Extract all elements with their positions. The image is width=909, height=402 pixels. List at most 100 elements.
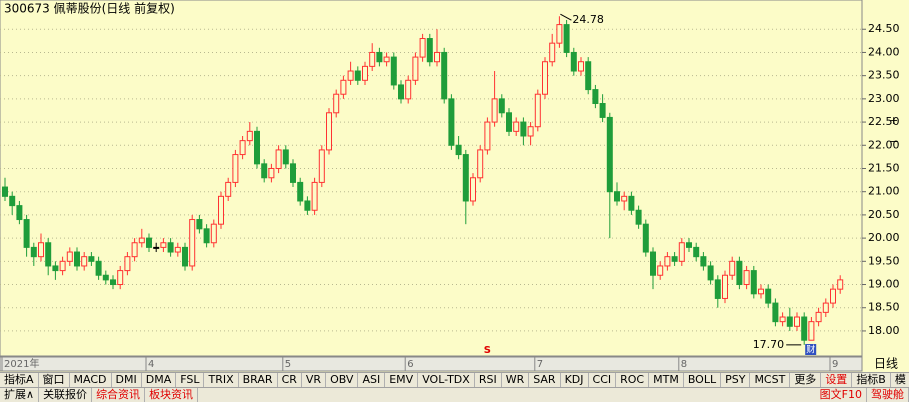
x-tick-label: 5 <box>285 359 291 370</box>
indicator-tab[interactable]: PSY <box>721 373 751 387</box>
candle-body <box>254 130 260 165</box>
indicator-tab[interactable]: ASI <box>358 373 386 387</box>
bottom-right-tab[interactable]: 图文F10 <box>816 388 867 402</box>
candle-body <box>405 79 412 100</box>
candle-body <box>635 209 642 225</box>
candle-body <box>707 265 714 281</box>
candle-body <box>9 195 16 207</box>
indicator-tab[interactable]: KDJ <box>561 373 589 387</box>
x-tick-label: 8 <box>681 359 687 370</box>
candle-body <box>362 65 368 81</box>
candle-body <box>390 56 397 86</box>
candle-body <box>513 121 520 132</box>
indicator-tab[interactable]: WR <box>502 373 530 387</box>
indicator-tab[interactable]: BOLL <box>684 373 722 387</box>
candle-body <box>196 219 203 230</box>
candle-body <box>340 79 347 95</box>
y-tick-label: 19.50 <box>868 254 900 267</box>
candle-body <box>74 251 80 267</box>
candle-body <box>678 242 685 262</box>
indicator-tab[interactable]: 窗口 <box>39 373 70 387</box>
indicator-tab[interactable]: CR <box>278 373 302 387</box>
candle-body <box>59 260 66 272</box>
indicator-tab[interactable]: 指标A <box>0 373 39 387</box>
indicator-tab[interactable]: OBV <box>326 373 359 387</box>
zoom-in: + <box>889 114 898 127</box>
candle-body <box>203 228 210 244</box>
candle-body <box>470 177 476 202</box>
candle-body <box>830 288 836 304</box>
indicator-tab[interactable]: MACD <box>70 373 112 387</box>
indicator-tab[interactable]: MTM <box>649 373 684 387</box>
candle-body <box>102 274 109 281</box>
x-tick-label: 2021年 <box>4 357 39 370</box>
plot-frame <box>0 0 863 357</box>
candle-body <box>686 242 692 248</box>
candle-body <box>650 251 656 276</box>
indicator-tabs: 指标A 窗口 MACD DMI DMA FSL TRIX BRAR CR VR OBV ASI EMV V… <box>0 372 909 387</box>
indicator-tab[interactable]: ROC <box>616 373 650 387</box>
candle-body <box>671 256 678 262</box>
candle-body <box>491 98 498 123</box>
candle-body <box>534 93 541 128</box>
indicator-tab[interactable]: MCST <box>750 373 791 387</box>
template-tab[interactable]: 模 板 <box>891 373 909 387</box>
candle-body <box>419 38 426 58</box>
bottom-tabs: 扩展∧ 关联报价 综合资讯 板块资讯 图文F10 驾驶舱 <box>0 387 909 402</box>
template-tab[interactable]: 指标B <box>852 373 891 387</box>
candle-body <box>477 149 484 179</box>
candle-body <box>765 288 772 304</box>
candle-body <box>441 51 448 100</box>
candle-body <box>585 61 592 91</box>
candle-body <box>779 316 786 323</box>
x-tick-label: 4 <box>148 359 154 370</box>
indicator-tab[interactable]: DMA <box>142 373 177 387</box>
candle-body <box>592 89 599 105</box>
bottom-tab[interactable]: 扩展∧ <box>0 388 40 402</box>
candle-body <box>23 219 30 248</box>
indicator-tab[interactable]: RSI <box>475 373 502 387</box>
indicator-tab[interactable]: 更多 <box>790 373 822 387</box>
candle-body <box>563 24 570 53</box>
bottom-tab[interactable]: 关联报价 <box>39 388 93 402</box>
candle-body <box>642 223 649 253</box>
candle-body <box>700 256 707 267</box>
candle-body <box>412 56 419 81</box>
candle-body <box>750 270 757 295</box>
candle-body <box>117 270 124 286</box>
indicator-tab[interactable]: DMI <box>112 373 142 387</box>
indicator-tab[interactable]: VR <box>302 373 327 387</box>
candle-body <box>398 84 404 100</box>
bottom-right-tab[interactable]: 驾驶舱 <box>867 388 909 402</box>
candle-body <box>527 126 534 137</box>
indicator-tab[interactable]: EMV <box>385 373 419 387</box>
indicator-tab[interactable]: BRAR <box>239 373 278 387</box>
candle-body <box>182 246 188 267</box>
candle-body <box>506 112 512 132</box>
date-axis <box>0 356 863 372</box>
candle-body <box>599 103 606 118</box>
candle-body <box>556 24 563 44</box>
candle-body <box>268 167 275 179</box>
y-tick-label: 24.00 <box>868 45 900 58</box>
candle-body <box>722 274 728 299</box>
indicator-tab[interactable]: VOL-TDX <box>418 373 475 387</box>
candle-body <box>282 149 289 165</box>
indicator-tab[interactable]: TRIX <box>204 373 239 387</box>
x-tick-label: 6 <box>407 359 413 370</box>
candle-body <box>714 279 721 299</box>
y-tick-label: 24.50 <box>868 22 900 35</box>
candle-body <box>110 279 116 286</box>
candle-body <box>614 191 620 202</box>
bottom-tab[interactable]: 综合资讯 <box>92 388 146 402</box>
period: 日线 <box>874 357 898 371</box>
indicator-tab[interactable]: FSL <box>176 373 205 387</box>
candle-body <box>131 242 138 258</box>
candle-body <box>146 237 152 248</box>
bottom-tab[interactable]: 板块资讯 <box>145 388 199 402</box>
indicator-tab[interactable]: SAR <box>529 373 561 387</box>
indicator-tab[interactable]: 设置 <box>821 373 853 387</box>
indicator-tab[interactable]: CCI <box>589 373 617 387</box>
candle-body <box>434 51 440 63</box>
